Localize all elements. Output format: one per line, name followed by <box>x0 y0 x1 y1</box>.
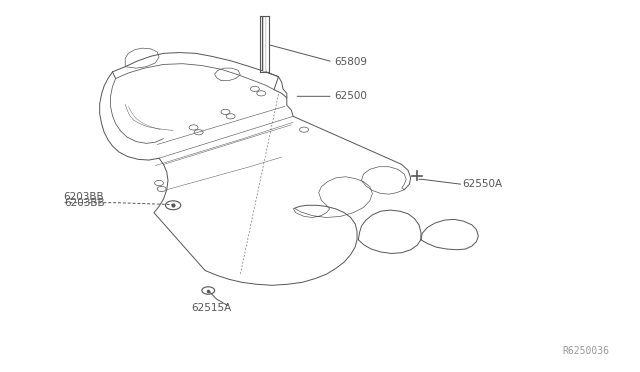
Text: 6203BB: 6203BB <box>63 192 104 202</box>
Text: 6203BB: 6203BB <box>65 198 105 208</box>
Text: 62550A: 62550A <box>462 179 502 189</box>
Text: R6250036: R6250036 <box>563 346 610 356</box>
Text: 62500: 62500 <box>334 91 367 101</box>
Text: 62515A: 62515A <box>191 302 231 312</box>
Text: 65809: 65809 <box>334 57 367 67</box>
